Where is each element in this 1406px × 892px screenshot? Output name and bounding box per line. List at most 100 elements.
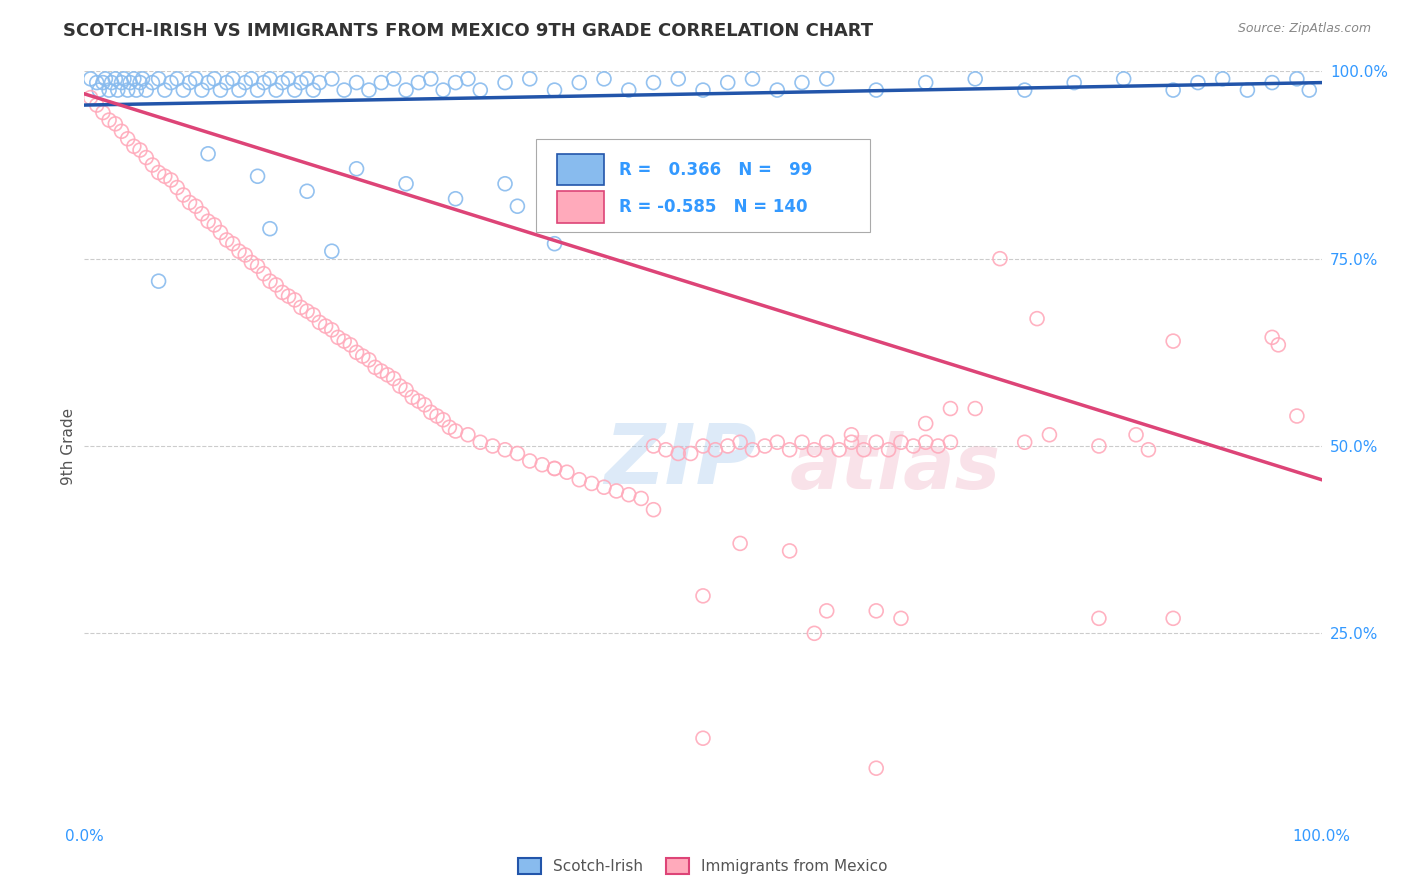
FancyBboxPatch shape xyxy=(557,191,605,223)
Point xyxy=(828,442,851,457)
Point xyxy=(432,413,454,427)
Point xyxy=(321,323,343,337)
Point xyxy=(117,83,139,97)
Point xyxy=(233,248,256,262)
Point xyxy=(339,338,361,352)
Point xyxy=(295,184,318,198)
Point xyxy=(240,71,263,86)
Point xyxy=(153,169,176,184)
Point xyxy=(779,442,801,457)
Point xyxy=(160,173,183,187)
Point xyxy=(865,604,887,618)
Point xyxy=(815,435,838,450)
Point xyxy=(890,435,912,450)
Point xyxy=(259,274,281,288)
Point xyxy=(617,488,640,502)
Point xyxy=(209,226,232,240)
Point xyxy=(754,439,776,453)
Point xyxy=(444,424,467,438)
Point xyxy=(253,267,276,281)
Point xyxy=(841,427,863,442)
Point xyxy=(346,76,368,90)
Point xyxy=(98,113,121,128)
Text: R = -0.585   N = 140: R = -0.585 N = 140 xyxy=(619,198,807,216)
Point xyxy=(228,244,250,259)
Point xyxy=(790,76,813,90)
Point xyxy=(284,83,307,97)
Point xyxy=(593,71,616,86)
Point xyxy=(94,71,117,86)
Point xyxy=(679,161,702,176)
Point xyxy=(395,177,418,191)
Point xyxy=(370,76,392,90)
Point xyxy=(1212,71,1234,86)
Point xyxy=(741,442,763,457)
Point xyxy=(401,390,423,404)
Point xyxy=(110,124,132,138)
Point xyxy=(779,544,801,558)
Point xyxy=(643,76,665,90)
Point xyxy=(215,76,238,90)
Point xyxy=(444,76,467,90)
Point xyxy=(315,319,337,334)
Point xyxy=(439,420,461,434)
Point xyxy=(271,76,294,90)
FancyBboxPatch shape xyxy=(557,153,605,186)
Point xyxy=(346,345,368,359)
Point xyxy=(141,76,163,90)
Point xyxy=(333,83,356,97)
Point xyxy=(1125,427,1147,442)
Point xyxy=(135,83,157,97)
Point xyxy=(1261,330,1284,344)
Point xyxy=(728,435,751,450)
Point xyxy=(120,76,142,90)
Point xyxy=(728,536,751,550)
Point xyxy=(197,146,219,161)
Point xyxy=(408,394,430,409)
Point xyxy=(655,442,678,457)
Point xyxy=(122,71,145,86)
Point xyxy=(803,442,825,457)
Point xyxy=(457,427,479,442)
Point xyxy=(215,233,238,247)
Point xyxy=(302,308,325,322)
Point xyxy=(766,435,789,450)
Point xyxy=(112,71,135,86)
Point xyxy=(107,83,129,97)
Point xyxy=(253,76,276,90)
Point xyxy=(965,401,987,416)
Point xyxy=(352,349,374,363)
Point xyxy=(1088,439,1111,453)
Point xyxy=(1088,611,1111,625)
Point xyxy=(1236,83,1258,97)
Point xyxy=(1161,611,1184,625)
FancyBboxPatch shape xyxy=(536,139,870,233)
Point xyxy=(1285,71,1308,86)
Point xyxy=(568,473,591,487)
Point xyxy=(104,71,127,86)
Point xyxy=(333,334,356,348)
Point xyxy=(543,461,565,475)
Point xyxy=(1137,442,1160,457)
Point xyxy=(865,83,887,97)
Point xyxy=(543,461,565,475)
Point xyxy=(202,71,225,86)
Point xyxy=(321,71,343,86)
Point xyxy=(852,442,875,457)
Text: SCOTCH-IRISH VS IMMIGRANTS FROM MEXICO 9TH GRADE CORRELATION CHART: SCOTCH-IRISH VS IMMIGRANTS FROM MEXICO 9… xyxy=(63,22,873,40)
Point xyxy=(290,76,312,90)
Point xyxy=(841,435,863,450)
Point xyxy=(914,76,936,90)
Point xyxy=(914,417,936,431)
Point xyxy=(166,180,188,194)
Point xyxy=(153,83,176,97)
Point xyxy=(308,315,330,329)
Point xyxy=(494,177,516,191)
Point xyxy=(395,83,418,97)
Point xyxy=(692,439,714,453)
Point xyxy=(481,439,503,453)
Point xyxy=(519,71,541,86)
Point xyxy=(264,277,287,292)
Point xyxy=(865,761,887,775)
Point xyxy=(1285,409,1308,423)
